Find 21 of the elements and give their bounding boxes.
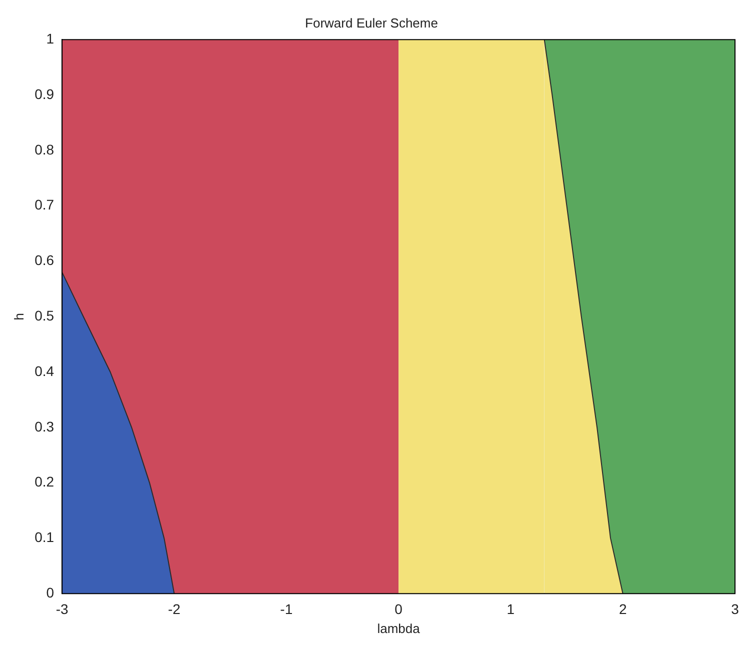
y-tick-label: 0.9 — [34, 86, 54, 102]
x-tick-label: 2 — [618, 600, 627, 617]
y-tick-label: 0.7 — [34, 196, 54, 213]
x-tick-label: 1 — [506, 600, 515, 617]
y-tick-label: 0.6 — [34, 252, 54, 268]
y-tick-label: 1 — [46, 30, 54, 46]
y-tick-label: 0.3 — [34, 418, 54, 434]
x-tick-label: -2 — [168, 600, 181, 617]
x-axis-title: lambda — [377, 620, 421, 636]
chart-title: Forward Euler Scheme — [305, 15, 438, 30]
x-tick-label: -3 — [56, 600, 68, 617]
y-tick-label: 0 — [46, 584, 54, 600]
x-tick-label: -1 — [280, 600, 293, 617]
y-tick-label: 0.2 — [34, 474, 54, 490]
y-tick-label: 0.8 — [34, 141, 54, 158]
y-tick-label: 0.4 — [34, 362, 54, 379]
y-axis-title: h — [11, 312, 26, 320]
x-tick-label: 3 — [731, 600, 740, 617]
y-tick-label: 0.1 — [34, 529, 54, 546]
y-tick-label: 0.5 — [34, 307, 54, 324]
x-tick-label: 0 — [394, 600, 403, 617]
